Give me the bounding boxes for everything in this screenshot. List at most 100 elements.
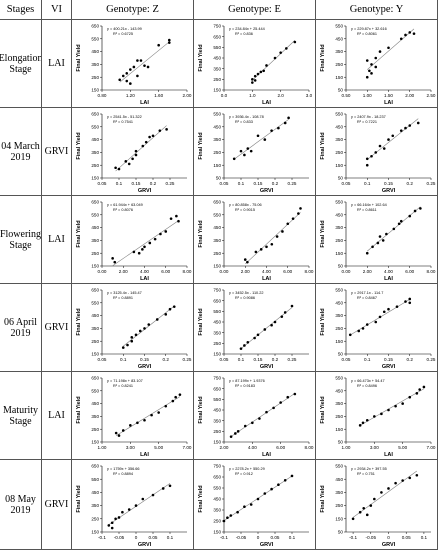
data-point [253, 336, 256, 340]
stage-cell: Elongation Stage [0, 20, 42, 108]
data-point [251, 78, 254, 81]
data-point [283, 121, 287, 125]
data-point [111, 257, 114, 260]
data-point [273, 56, 277, 60]
scatter-chart: 150 250 350 450 550 650 0.00 2.00 4.00 6.00 8.00 LA… [76, 200, 192, 282]
data-point [280, 315, 284, 318]
data-point [387, 487, 390, 490]
data-point [164, 404, 168, 408]
scatter-chart: 150 250 350 450 550 650 750 2.00 4.00 6.00 8.00 LAI… [198, 376, 314, 458]
data-point [263, 492, 267, 495]
y-tick-label: 550 [91, 477, 99, 482]
r-squared: R² = 0.8061 [357, 32, 377, 36]
trend-line [360, 388, 425, 426]
scatter-chart: 150 250 350 450 550 650 0.00 2.00 4.00 6.00 8.00 LA… [198, 200, 314, 282]
data-point [114, 166, 117, 170]
data-point [378, 144, 382, 148]
trend-line [123, 305, 175, 347]
x-axis-label: GRVI [382, 188, 396, 194]
data-point [394, 481, 397, 485]
data-point [397, 222, 401, 226]
x-axis-label: LAI [384, 452, 393, 458]
x-tick-label: 2.00 [241, 269, 250, 274]
data-point [226, 516, 229, 519]
x-axis-label: LAI [140, 276, 149, 282]
chart-cell: 50 150 250 350 450 550 0.00 2.00 4.00 6.00 8.00 LAI… [316, 196, 438, 284]
x-tick-label: 0.25 [288, 181, 297, 186]
data-point [168, 307, 172, 311]
data-point [113, 260, 117, 264]
data-point [281, 230, 284, 233]
chart-cell: 150 250 350 450 550 650 1.00 3.00 5.00 7.00 LAI Fin… [72, 372, 194, 460]
data-point [277, 126, 280, 130]
y-tick-label: 450 [335, 124, 343, 129]
y-tick-label: 150 [335, 427, 343, 432]
trend-line [230, 393, 296, 437]
data-point [387, 408, 390, 412]
data-point [370, 154, 373, 158]
x-tick-label: 0.15 [132, 181, 141, 186]
chart-cell: 150 250 350 450 550 650 0.05 0.1 0.15 0.2 0.25 GRVI… [72, 108, 194, 196]
y-tick-label: 650 [213, 475, 221, 480]
trend-line [234, 119, 289, 160]
y-tick-label: 450 [91, 490, 99, 495]
x-tick-label: -0.05 [114, 535, 125, 540]
x-tick-label: 6.00 [405, 269, 414, 274]
data-point [361, 421, 365, 425]
y-tick-label: 350 [91, 238, 99, 243]
x-axis-label: LAI [262, 100, 271, 106]
x-tick-label: 0.15 [384, 181, 393, 186]
y-tick-label: 150 [335, 339, 343, 344]
data-point [124, 160, 128, 163]
equation: y = 2278.2x + 550.29 [229, 467, 265, 471]
y-axis-label: Final Yield [320, 485, 326, 512]
scatter-chart: 150 250 350 450 550 650 750 0.05 0.1 0.15 0.2 0.25 G… [198, 288, 309, 370]
r-squared: R² = 0.7221 [357, 120, 377, 124]
data-point [418, 388, 421, 391]
x-tick-label: 4.00 [262, 269, 271, 274]
data-point [299, 207, 302, 210]
y-tick-label: 650 [213, 200, 221, 205]
data-point [291, 217, 295, 220]
x-tick-label: 0.05 [342, 357, 351, 362]
scatter-chart: 150 250 350 450 550 650 750 0.0 1.0 2.0 3.0 LAI Fina… [198, 24, 313, 106]
header-cell: Genotype: Z [72, 0, 194, 20]
equation: y = 80.858x - 75.06 [229, 203, 262, 207]
y-tick-label: 550 [335, 24, 343, 29]
data-point [243, 153, 246, 157]
chart-cell: 150 250 350 450 550 650 0.00 2.00 4.00 6.00 8.00 LA… [194, 196, 316, 284]
scatter-chart: 50 150 250 350 450 550 0.05 0.1 0.15 0.2 0.25 GRVI F… [320, 288, 436, 370]
data-point [232, 157, 236, 161]
x-tick-label: 0.2 [407, 357, 414, 362]
data-point [138, 329, 142, 333]
data-point [131, 157, 134, 161]
vi-cell: GRVI [42, 284, 72, 372]
data-point [147, 323, 151, 326]
data-point [408, 301, 412, 305]
vi-cell: GRVI [42, 460, 72, 550]
y-tick-label: 250 [213, 519, 221, 524]
data-point [246, 260, 249, 264]
data-point [365, 157, 369, 161]
x-tick-label: 5.00 [154, 445, 163, 450]
chart-cell: 50 150 250 350 450 550 0.05 0.1 0.15 0.2 0.25 GRVI F… [194, 108, 316, 196]
data-point [164, 313, 168, 316]
data-point [348, 333, 352, 337]
r-squared: R² = 0.9183 [235, 384, 255, 388]
data-point [270, 487, 273, 491]
data-point [365, 75, 369, 79]
x-axis-label: LAI [384, 276, 393, 282]
r-squared: R² = 0.6725 [113, 32, 133, 36]
data-point [121, 429, 125, 432]
y-tick-label: 650 [213, 34, 221, 39]
x-tick-label: 0.1 [421, 535, 428, 540]
data-point [275, 235, 279, 238]
scatter-chart: 150 250 350 450 550 650 0.05 0.1 0.15 0.2 0.25 GRVI… [76, 112, 187, 194]
x-tick-label: 0.05 [98, 357, 107, 362]
trend-line [352, 470, 418, 518]
x-axis-label: GRVI [138, 542, 152, 548]
y-tick-label: 450 [335, 36, 343, 41]
data-point [374, 65, 378, 69]
x-tick-label: 0.2 [272, 357, 279, 362]
equation: y = 229.87x + 32.616 [351, 27, 387, 31]
